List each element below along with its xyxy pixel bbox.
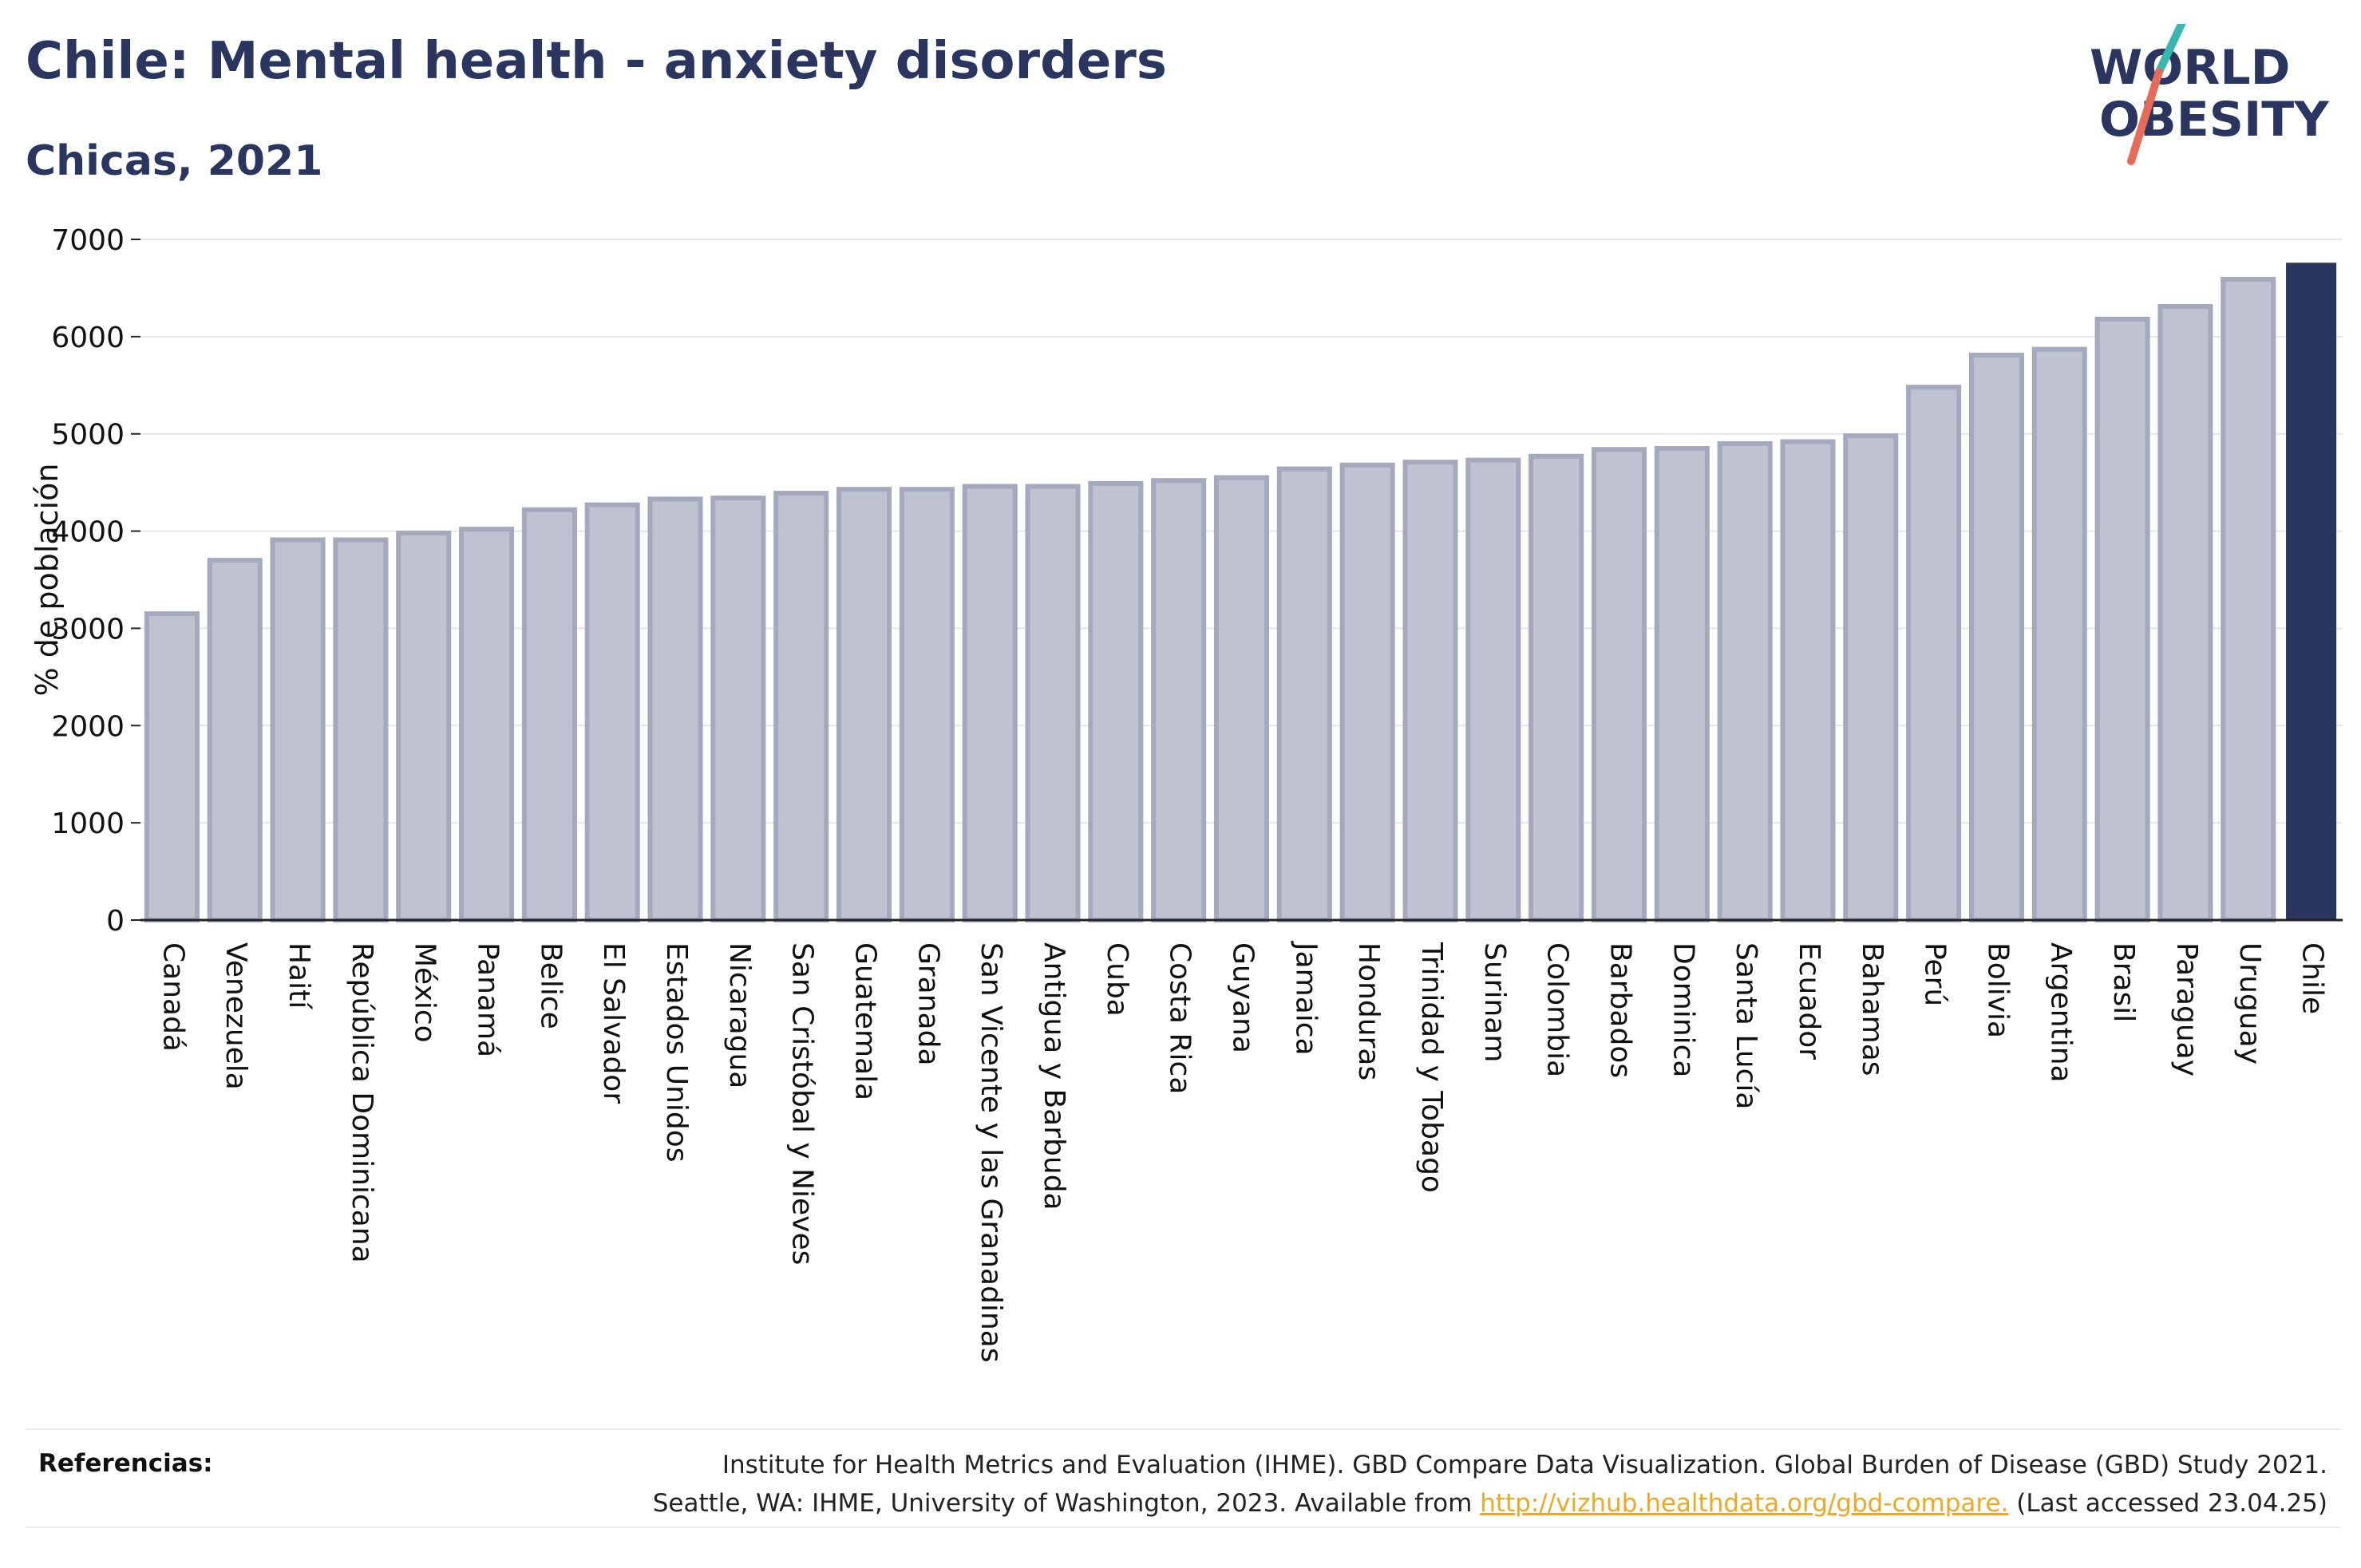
bar bbox=[836, 487, 892, 922]
x-tick-label: Nicaragua bbox=[723, 942, 756, 1088]
bar bbox=[2157, 304, 2213, 922]
x-tick-label: Panamá bbox=[472, 942, 504, 1057]
bar bbox=[2221, 276, 2276, 922]
x-tick-label: Surinam bbox=[1478, 942, 1511, 1062]
x-tick-label: Colombia bbox=[1541, 942, 1574, 1077]
chart-title: Chile: Mental health - anxiety disorders bbox=[26, 32, 1167, 91]
references-line2-post: (Last accessed 23.04.25) bbox=[2008, 1489, 2327, 1518]
y-tick-label: 4000 bbox=[51, 516, 125, 549]
bar bbox=[1025, 484, 1081, 922]
references-line2: Seattle, WA: IHME, University of Washing… bbox=[412, 1484, 2327, 1523]
x-tick-label: Ecuador bbox=[1793, 942, 1825, 1060]
bar bbox=[1780, 439, 1836, 922]
x-tick-label: San Vicente y las Granadinas bbox=[975, 942, 1007, 1363]
bar bbox=[333, 537, 389, 922]
x-tick-label: Costa Rica bbox=[1164, 942, 1196, 1094]
bar bbox=[1906, 385, 1962, 923]
x-tick-label: Venezuela bbox=[219, 942, 252, 1090]
y-tick-label: 1000 bbox=[51, 808, 125, 840]
x-tick-label: Bolivia bbox=[1981, 942, 2014, 1038]
x-tick-label: Antigua y Barbuda bbox=[1038, 942, 1070, 1211]
y-axis-label: % de población bbox=[30, 464, 65, 697]
bar bbox=[1088, 480, 1144, 922]
bar bbox=[1529, 453, 1584, 922]
bar bbox=[1968, 353, 2024, 922]
x-tick-label: Barbados bbox=[1604, 942, 1636, 1078]
bar bbox=[144, 611, 200, 923]
bar bbox=[207, 558, 263, 923]
x-tick-label: Perú bbox=[1919, 942, 1952, 1006]
x-tick-label: República Dominicana bbox=[346, 942, 378, 1263]
chart-subtitle: Chicas, 2021 bbox=[26, 137, 323, 185]
bar bbox=[521, 507, 577, 922]
x-tick-label: Haití bbox=[283, 942, 315, 1009]
bar bbox=[1213, 475, 1270, 922]
x-tick-label: El Salvador bbox=[597, 942, 630, 1104]
references-label: Referencias: bbox=[38, 1449, 213, 1478]
x-tick-labels: Canadá Venezuela Haití República Dominicana… bbox=[156, 941, 2328, 1363]
bar bbox=[1402, 460, 1458, 922]
bar bbox=[962, 484, 1018, 922]
x-tick-label: San Cristóbal y Nieves bbox=[786, 942, 819, 1265]
y-tick-label: 0 bbox=[106, 905, 125, 938]
bar bbox=[459, 527, 515, 922]
y-tick-label: 6000 bbox=[51, 322, 125, 354]
bar bbox=[1591, 447, 1647, 922]
y-tick-label: 2000 bbox=[51, 710, 125, 743]
bar bbox=[1151, 478, 1207, 922]
x-tick-label: Granada bbox=[912, 942, 944, 1066]
bar bbox=[710, 496, 766, 922]
bar bbox=[2031, 346, 2087, 923]
footer-divider-bottom bbox=[26, 1527, 2340, 1528]
y-tick-labels: 0 1000 2000 3000 4000 5000 6000 7000 bbox=[51, 224, 140, 938]
y-tick-label: 3000 bbox=[51, 613, 125, 646]
x-tick-label: Dominica bbox=[1667, 942, 1699, 1078]
logo-slash-teal bbox=[2155, 24, 2186, 76]
bar bbox=[773, 491, 829, 922]
bar bbox=[1339, 462, 1395, 922]
x-tick-label: Trinidad y Tobago bbox=[1415, 942, 1448, 1193]
x-tick-label: Chile bbox=[2296, 942, 2329, 1014]
bars bbox=[144, 263, 2337, 923]
bar bbox=[1276, 466, 1332, 922]
world-obesity-logo: WORLD OBESITY bbox=[2090, 24, 2330, 165]
bar bbox=[899, 487, 955, 922]
references-text: Institute for Health Metrics and Evaluat… bbox=[412, 1446, 2327, 1523]
x-tick-label: Estados Unidos bbox=[660, 942, 693, 1163]
x-tick-label: Argentina bbox=[2044, 942, 2077, 1083]
x-tick-label: Santa Lucía bbox=[1730, 942, 1762, 1109]
bar bbox=[1465, 457, 1521, 922]
x-tick-label: Guyana bbox=[1227, 942, 1260, 1053]
bar bbox=[2094, 316, 2150, 922]
x-tick-label: Honduras bbox=[1352, 942, 1385, 1080]
x-tick-label: Cuba bbox=[1101, 942, 1133, 1017]
references-line2-pre: Seattle, WA: IHME, University of Washing… bbox=[652, 1489, 1481, 1518]
bar-chart: 0 1000 2000 3000 4000 5000 6000 7000 Canadá Vene… bbox=[30, 224, 2343, 1363]
bar bbox=[396, 531, 452, 922]
x-tick-label: Uruguay bbox=[2233, 942, 2266, 1064]
bar bbox=[584, 502, 640, 922]
bar bbox=[270, 537, 326, 922]
x-tick-label: México bbox=[409, 942, 441, 1043]
x-tick-label: Belice bbox=[534, 942, 567, 1029]
references-link[interactable]: http://vizhub.healthdata.org/gbd-compare… bbox=[1480, 1489, 2009, 1518]
x-tick-label: Jamaica bbox=[1289, 941, 1322, 1056]
footer-divider-top bbox=[26, 1428, 2340, 1430]
references-line1: Institute for Health Metrics and Evaluat… bbox=[722, 1451, 2327, 1479]
bar bbox=[1843, 433, 1899, 922]
bar bbox=[1717, 440, 1773, 922]
x-tick-label: Bahamas bbox=[1856, 942, 1888, 1076]
logo-slash-red bbox=[2127, 68, 2163, 165]
logo-line1: WORLD bbox=[2090, 40, 2290, 96]
y-tick-label: 7000 bbox=[51, 224, 125, 257]
x-tick-label: Paraguay bbox=[2170, 942, 2203, 1076]
bar bbox=[647, 496, 703, 922]
bar bbox=[1654, 445, 1710, 922]
x-tick-label: Canadá bbox=[156, 942, 189, 1052]
y-tick-label: 5000 bbox=[51, 419, 125, 452]
x-tick-label: Guatemala bbox=[849, 942, 882, 1100]
x-tick-label: Brasil bbox=[2107, 942, 2140, 1022]
bar-highlight bbox=[2286, 263, 2337, 920]
